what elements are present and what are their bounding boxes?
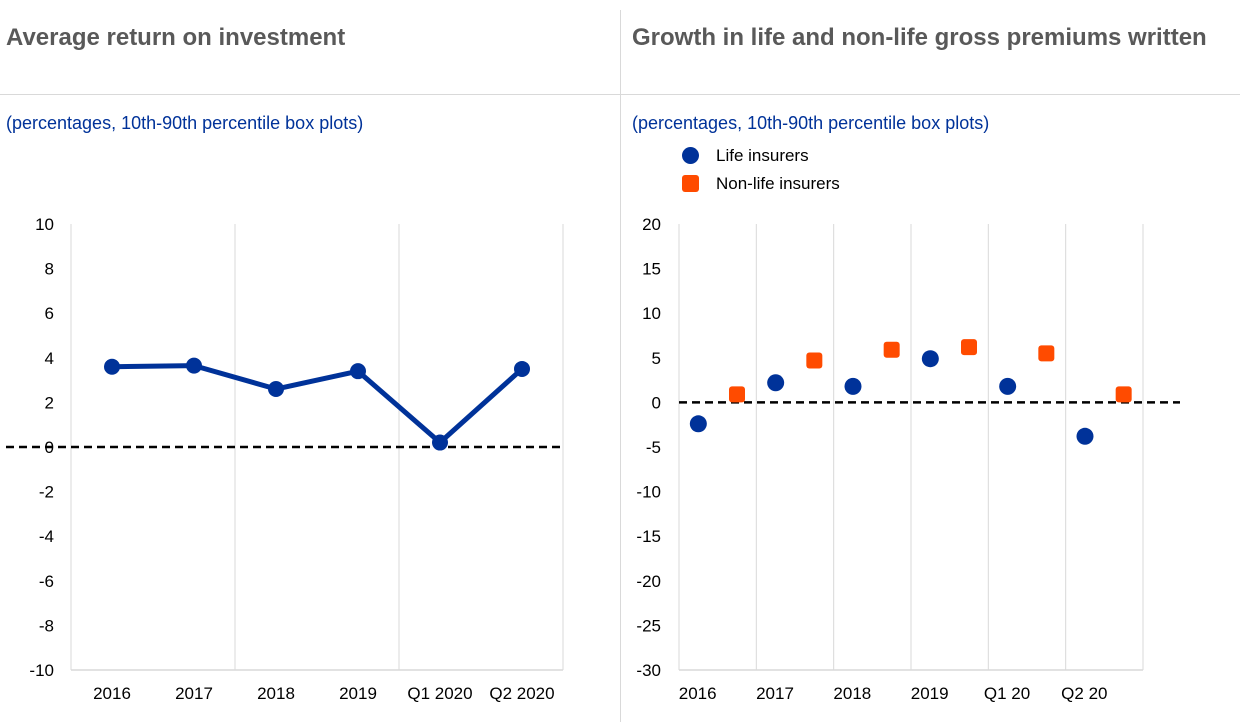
right-x-tick-label: Q2 20 bbox=[1061, 684, 1107, 703]
right-chart-subtitle: (percentages, 10th-90th percentile box p… bbox=[632, 113, 990, 133]
right-mean-marker bbox=[729, 386, 745, 403]
legend-life-marker bbox=[682, 147, 699, 164]
left-y-tick-label: -2 bbox=[39, 483, 54, 502]
left-chart-subtitle: (percentages, 10th-90th percentile box p… bbox=[6, 113, 364, 133]
left-y-tick-label: -10 bbox=[29, 661, 54, 680]
right-y-tick-label: -20 bbox=[636, 572, 661, 591]
left-mean-marker bbox=[268, 381, 284, 398]
left-y-tick-label: 6 bbox=[45, 304, 54, 323]
left-mean-marker bbox=[104, 358, 120, 375]
right-y-tick-label: 10 bbox=[642, 304, 661, 323]
right-mean-marker bbox=[1115, 386, 1132, 403]
right-x-tick-label: Q1 20 bbox=[984, 684, 1030, 703]
right-mean-marker bbox=[999, 377, 1017, 395]
right-mean-marker bbox=[1038, 345, 1055, 362]
left-y-tick-label: -8 bbox=[39, 616, 54, 635]
right-mean-marker bbox=[806, 352, 823, 369]
right-y-tick-label: -25 bbox=[636, 616, 661, 635]
right-mean-marker bbox=[961, 339, 977, 356]
left-x-tick-label: 2017 bbox=[175, 684, 213, 703]
left-y-tick-label: -6 bbox=[39, 572, 54, 591]
right-y-tick-label: 20 bbox=[642, 215, 661, 234]
left-mean-marker bbox=[514, 360, 530, 377]
left-chart-title: Average return on investment bbox=[6, 24, 346, 51]
right-x-tick-label: 2016 bbox=[679, 684, 717, 703]
left-mean-marker bbox=[350, 363, 366, 380]
right-mean-marker bbox=[767, 374, 785, 392]
right-mean-marker bbox=[883, 341, 900, 358]
left-y-tick-label: 10 bbox=[35, 215, 54, 234]
right-x-tick-label: 2018 bbox=[833, 684, 871, 703]
right-mean-marker bbox=[1076, 427, 1094, 445]
right-y-tick-label: 0 bbox=[652, 393, 661, 412]
right-mean-marker bbox=[921, 350, 939, 368]
right-mean-marker bbox=[689, 415, 707, 433]
right-y-tick-label: -5 bbox=[646, 438, 661, 457]
right-x-tick-label: 2019 bbox=[911, 684, 949, 703]
legend-life-label: Life insurers bbox=[716, 146, 809, 165]
left-x-tick-label: 2019 bbox=[339, 684, 377, 703]
right-mean-marker bbox=[844, 377, 862, 395]
left-mean-marker bbox=[186, 357, 202, 374]
left-mean-line bbox=[111, 363, 524, 446]
legend-nonlife-marker bbox=[682, 175, 699, 192]
left-mean-marker bbox=[432, 434, 448, 451]
right-y-tick-label: -30 bbox=[636, 661, 661, 680]
left-y-tick-label: -4 bbox=[39, 527, 54, 546]
right-y-tick-label: 5 bbox=[652, 349, 661, 368]
right-y-tick-label: -15 bbox=[636, 527, 661, 546]
left-y-tick-label: 4 bbox=[45, 349, 54, 368]
left-y-tick-label: 2 bbox=[45, 393, 54, 412]
right-y-tick-label: -10 bbox=[636, 483, 661, 502]
left-x-tick-label: Q1 2020 bbox=[407, 684, 472, 703]
left-x-tick-label: 2016 bbox=[93, 684, 131, 703]
right-x-tick-label: 2017 bbox=[756, 684, 794, 703]
left-y-tick-label: 8 bbox=[45, 260, 54, 279]
legend-nonlife-label: Non-life insurers bbox=[716, 174, 840, 193]
left-x-tick-label: 2018 bbox=[257, 684, 295, 703]
panel-divider bbox=[620, 10, 621, 722]
left-x-tick-label: Q2 2020 bbox=[489, 684, 554, 703]
right-y-tick-label: 15 bbox=[642, 260, 661, 279]
right-chart-title: Growth in life and non-life gross premiu… bbox=[632, 24, 1207, 51]
